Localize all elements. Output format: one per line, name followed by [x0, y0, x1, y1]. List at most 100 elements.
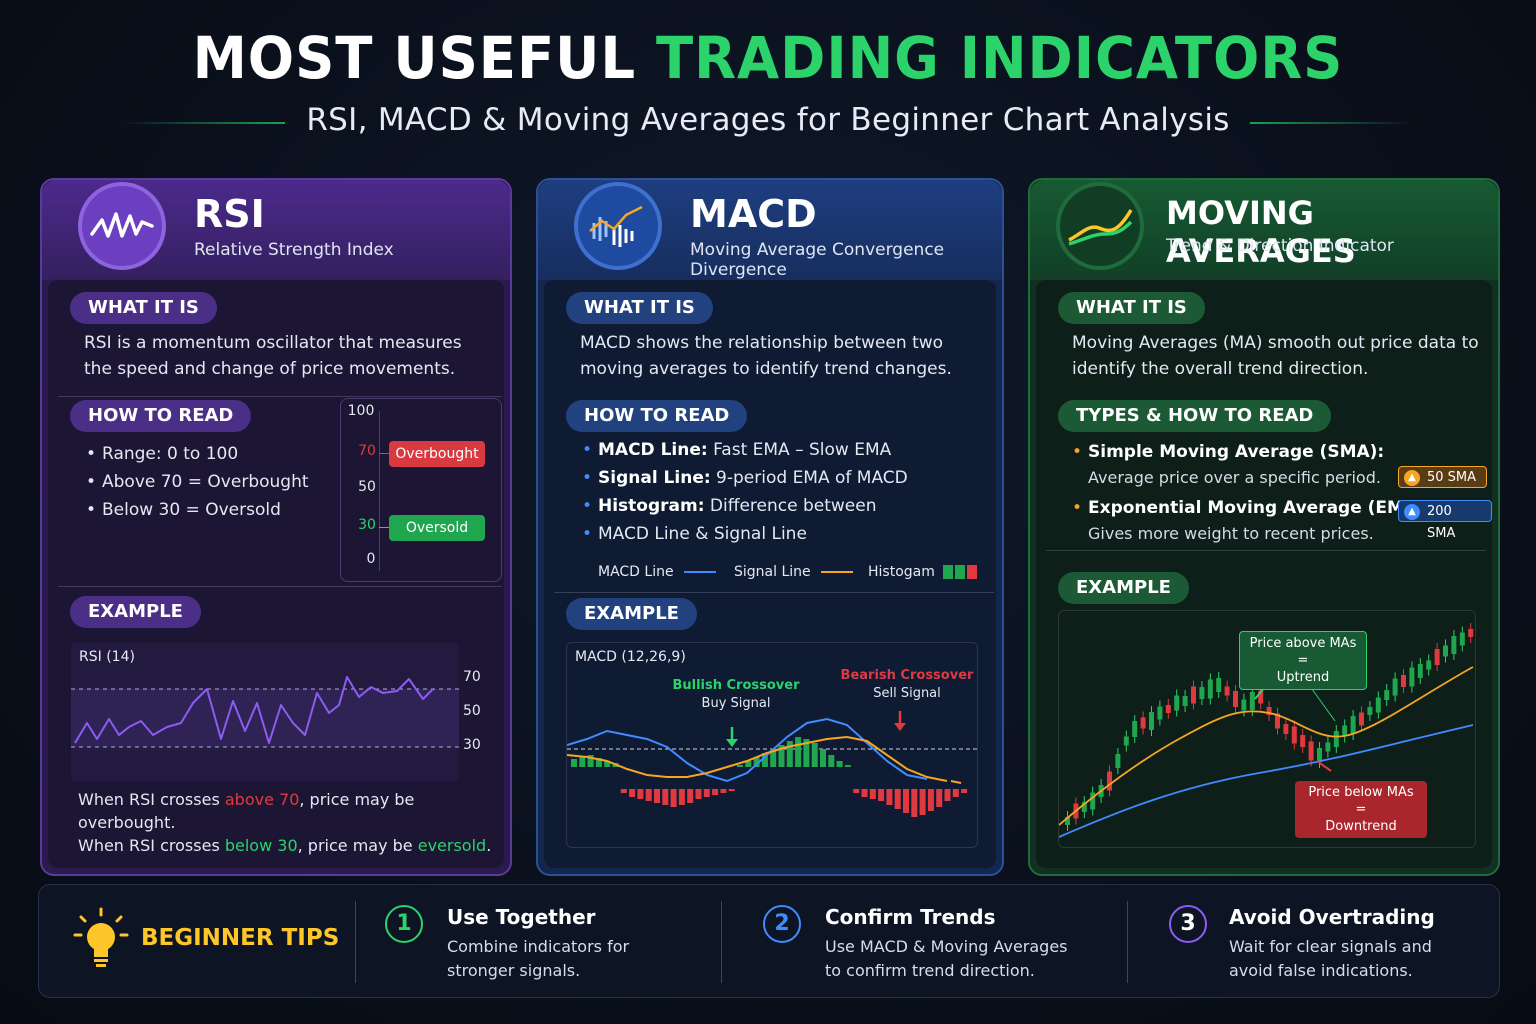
- candlestick: [1409, 668, 1414, 687]
- title-green: TRADING INDICATORS: [656, 24, 1343, 92]
- macd-how-label: HOW TO READ: [566, 400, 747, 432]
- list-item: Range: 0 to 100: [86, 440, 309, 468]
- histogram-bar: [961, 789, 967, 793]
- legend-macd-line: MACD Line: [598, 564, 716, 580]
- candlestick: [1115, 754, 1120, 768]
- histogram-bar: [795, 737, 801, 767]
- macd-what-line-1: MACD shows the relationship between two: [580, 330, 952, 356]
- tip-text-3: Wait for clear signals and avoid false i…: [1229, 935, 1432, 983]
- candlestick: [1250, 692, 1255, 710]
- tip-title-3: Avoid Overtrading: [1229, 905, 1435, 929]
- pulse-icon: [78, 182, 166, 270]
- rsi-example-label: EXAMPLE: [70, 596, 201, 628]
- histogram-bar: [629, 789, 635, 797]
- histogram-bar: [704, 789, 710, 797]
- macd-example-label: EXAMPLE: [566, 598, 697, 630]
- sma-200-icon: ▲: [1404, 504, 1420, 520]
- gauge-level-30: 30: [349, 517, 385, 533]
- candlestick: [1225, 687, 1230, 696]
- sma-200-tag: ▲ 200 SMA: [1398, 500, 1492, 522]
- ma-divider: [1046, 550, 1486, 551]
- gauge-level-70: 70: [349, 443, 385, 459]
- trend-lines-icon: [1056, 182, 1144, 270]
- rsi-chart-level-50: 50: [463, 703, 481, 719]
- candlestick: [1124, 737, 1129, 746]
- ma-example-label: EXAMPLE: [1058, 572, 1189, 604]
- histogram-bar: [654, 789, 660, 803]
- macd-title: MACD: [690, 192, 817, 236]
- rsi-what-text: RSI is a momentum oscillator that measur…: [84, 330, 462, 382]
- tips-divider: [721, 901, 722, 983]
- histogram-bar: [870, 789, 876, 799]
- legend-histogram: Histogam: [868, 564, 977, 580]
- beginner-tips-panel: BEGINNER TIPS 1 Use Together Combine ind…: [38, 884, 1500, 998]
- histogram-bar: [621, 789, 627, 793]
- candlestick: [1325, 743, 1330, 752]
- uptrend-note: Price above MAs = Uptrend: [1239, 631, 1367, 690]
- overbought-tag: Overbought: [389, 441, 485, 467]
- histogram-bar: [945, 789, 951, 801]
- rsi-what-line-1: RSI is a momentum oscillator that measur…: [84, 330, 462, 356]
- title-white: MOST USEFUL: [193, 24, 636, 92]
- macd-divider: [554, 592, 994, 593]
- legend-signal-line: Signal Line: [734, 564, 853, 580]
- histogram-bar: [696, 789, 702, 799]
- candlestick: [1233, 691, 1238, 707]
- ma-card-body: WHAT IT IS Moving Averages (MA) smooth o…: [1036, 280, 1492, 868]
- ma-what-label: WHAT IT IS: [1058, 292, 1205, 324]
- candlestick: [1300, 735, 1305, 747]
- list-item: Signal Line: 9-period EMA of MACD: [582, 464, 908, 492]
- candlestick: [1367, 707, 1372, 715]
- rsi-divider-2: [58, 586, 502, 587]
- tip-number-1: 1: [385, 905, 423, 943]
- histogram-bar: [662, 789, 668, 805]
- candlestick: [1443, 646, 1448, 657]
- downtrend-note: Price below MAs = Downtrend: [1295, 781, 1427, 838]
- histogram-bar: [853, 789, 859, 793]
- candlestick: [1309, 742, 1314, 761]
- histogram-bar: [895, 789, 901, 809]
- candlestick: [1435, 649, 1440, 665]
- rsi-chart-title: RSI (14): [79, 649, 135, 665]
- rsi-what-line-2: the speed and change of price movements.: [84, 356, 462, 382]
- list-item: Below 30 = Oversold: [86, 496, 309, 524]
- gauge-tick-30: [379, 527, 389, 528]
- histogram-bar: [579, 757, 585, 767]
- tips-divider: [355, 901, 356, 983]
- ma-what-line-2: identify the overall trend direction.: [1072, 356, 1479, 382]
- candlestick: [1283, 724, 1288, 734]
- candlestick: [1401, 675, 1406, 687]
- candlestick: [1166, 705, 1171, 713]
- candlestick: [1149, 712, 1154, 730]
- candlestick: [1132, 721, 1137, 737]
- macd-example-chart: MACD (12,26,9) Bullish Crossover Buy Sig…: [566, 642, 978, 848]
- candlestick: [1292, 727, 1297, 744]
- ma-types-label: TYPES & HOW TO READ: [1058, 400, 1331, 432]
- rsi-what-label: WHAT IT IS: [70, 292, 217, 324]
- histogram-bar: [671, 789, 677, 807]
- ma-card-header: MOVING AVERAGES Trend & Direction Indica…: [1030, 180, 1498, 280]
- candlestick: [1191, 687, 1196, 704]
- candlestick: [1317, 748, 1322, 762]
- subtitle-divider-right: [1250, 122, 1415, 124]
- candlestick: [1216, 678, 1221, 692]
- candlestick: [1460, 633, 1465, 646]
- tip-text-2: Use MACD & Moving Averages to confirm tr…: [825, 935, 1068, 983]
- rsi-card-header: RSI Relative Strength Index: [42, 180, 510, 280]
- rsi-note-line-1: When RSI crosses above 70, price may be …: [78, 788, 504, 834]
- oversold-tag: Oversold: [389, 515, 485, 541]
- list-item: Above 70 = Overbought: [86, 468, 309, 496]
- bearish-crossover-annotation: Bearish Crossover Sell Signal: [839, 667, 975, 703]
- histogram-bar: [828, 755, 834, 767]
- tip-number-2: 2: [763, 905, 801, 943]
- sma-50-tag: ▲ 50 SMA: [1398, 466, 1487, 488]
- histogram-bar: [936, 789, 942, 807]
- page-title: MOST USEFUL TRADING INDICATORS: [46, 24, 1490, 92]
- histogram-bar: [886, 789, 892, 805]
- histogram-bar: [820, 749, 826, 767]
- lightbulb-icon: [73, 907, 129, 971]
- gauge-level-0: 0: [353, 551, 389, 567]
- candlestick: [1183, 696, 1188, 706]
- tip-title-2: Confirm Trends: [825, 905, 995, 929]
- rsi-title: RSI: [194, 192, 265, 236]
